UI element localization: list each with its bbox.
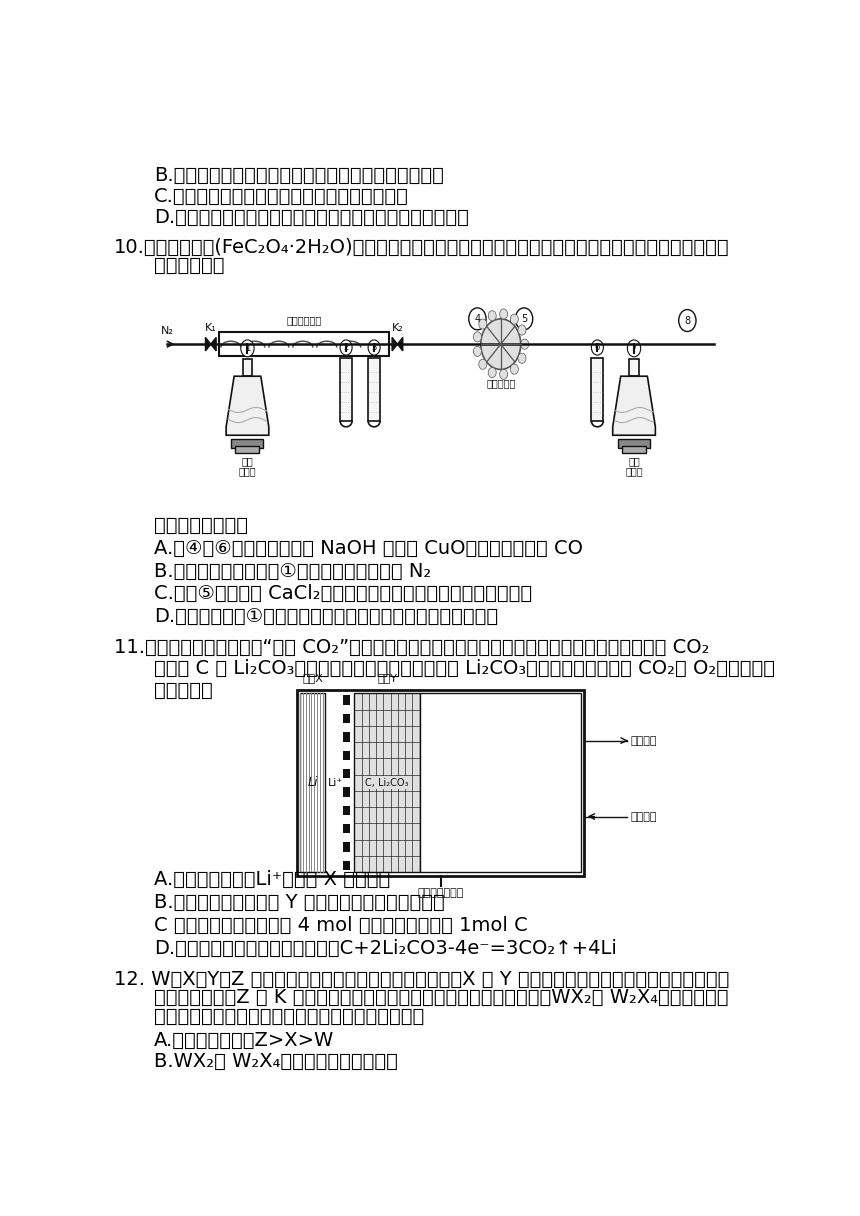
Text: D.实验结束后，①中淡黄色粉末完全变成黑色，则产物一定为鐵: D.实验结束后，①中淡黄色粉末完全变成黑色，则产物一定为鐵 <box>154 607 498 626</box>
Text: B.WX₂和 W₂X₄均能与水发生化合反应: B.WX₂和 W₂X₄均能与水发生化合反应 <box>154 1052 398 1070</box>
Circle shape <box>518 353 526 364</box>
Text: A.该电池放电时，Li⁺向电极 X 方向移动: A.该电池放电时，Li⁺向电极 X 方向移动 <box>154 871 390 889</box>
Bar <box>343 824 350 833</box>
Text: 2: 2 <box>343 343 349 351</box>
Text: C, Li₂CO₃: C, Li₂CO₃ <box>366 778 408 788</box>
Bar <box>618 439 650 447</box>
Text: 5: 5 <box>521 314 527 323</box>
Polygon shape <box>397 337 402 351</box>
Bar <box>630 360 639 376</box>
Text: N₂: N₂ <box>161 326 174 336</box>
Text: 电极Y: 电极Y <box>377 674 397 683</box>
Bar <box>343 750 350 760</box>
Circle shape <box>474 347 482 356</box>
Circle shape <box>488 311 496 321</box>
Circle shape <box>500 309 507 319</box>
Polygon shape <box>211 337 216 351</box>
Text: 中正确的是: 中正确的是 <box>154 681 213 699</box>
Circle shape <box>628 340 641 356</box>
Bar <box>243 360 252 376</box>
Bar <box>231 439 263 447</box>
Text: 1: 1 <box>245 344 250 353</box>
Circle shape <box>518 325 526 336</box>
Bar <box>343 769 350 778</box>
Text: A.若④和⑥中分别盛放足量 NaOH 溶液和 CuO，可检验生成的 CO: A.若④和⑥中分别盛放足量 NaOH 溶液和 CuO，可检验生成的 CO <box>154 539 583 558</box>
Bar <box>236 446 260 454</box>
Bar <box>298 689 584 876</box>
Text: 放电进气: 放电进气 <box>630 811 656 822</box>
Text: 石灰水: 石灰水 <box>239 467 256 477</box>
Text: 的部分产物。: 的部分产物。 <box>154 257 224 275</box>
Circle shape <box>510 314 519 325</box>
Text: B.实验时只需要在装置①中反应结束后再通入 N₂: B.实验时只需要在装置①中反应结束后再通入 N₂ <box>154 562 432 580</box>
Text: 澄清: 澄清 <box>628 456 640 467</box>
Circle shape <box>521 339 529 349</box>
Text: C 该电池放电时，每转移 4 mol 电子，理论上生成 1mol C: C 该电池放电时，每转移 4 mol 电子，理论上生成 1mol C <box>154 916 528 935</box>
Bar <box>622 446 646 454</box>
Text: 草酸亚鐵晶体: 草酸亚鐵晶体 <box>286 316 322 326</box>
Circle shape <box>510 364 519 375</box>
Text: B.该电池充电时，电极 Y 与外接直流电源的负极相连: B.该电池充电时，电极 Y 与外接直流电源的负极相连 <box>154 893 445 912</box>
Text: 12. W、X、Y、Z 是原子序数依次递增的短周期主族元素，X 和 Y 组成的某二元化合物是生产普通玻璃所需: 12. W、X、Y、Z 是原子序数依次递增的短周期主族元素，X 和 Y 组成的某… <box>114 970 729 989</box>
Text: 转化为 C 和 Li₂CO₃，充电时选用合适催化剑，仅使 Li₂CO₃发生氧化反应释放出 CO₂和 O₂。下列说法: 转化为 C 和 Li₂CO₃，充电时选用合适催化剑，仅使 Li₂CO₃发生氧化反… <box>154 659 775 679</box>
Circle shape <box>679 310 696 332</box>
Bar <box>340 358 352 421</box>
Circle shape <box>340 340 352 355</box>
Text: B.薄荷醇和香茅醇一定条件下都能与乙酸发生取代反应: B.薄荷醇和香茅醇一定条件下都能与乙酸发生取代反应 <box>154 165 444 185</box>
Bar <box>354 693 420 872</box>
Bar <box>343 732 350 742</box>
Polygon shape <box>206 337 211 351</box>
Bar <box>368 358 380 421</box>
Text: D.该电池充电时，阳极反应式为：C+2Li₂CO3-4e⁻=3CO₂↑+4Li: D.该电池充电时，阳极反应式为：C+2Li₂CO3-4e⁻=3CO₂↑+4Li <box>154 939 617 958</box>
Bar <box>592 358 604 421</box>
Text: 石灰水: 石灰水 <box>625 467 642 477</box>
Polygon shape <box>226 376 269 435</box>
Text: 下列说法正确的是: 下列说法正确的是 <box>154 516 249 535</box>
Circle shape <box>479 319 487 330</box>
Bar <box>420 693 581 872</box>
Text: 澄清: 澄清 <box>242 456 254 467</box>
Text: 8: 8 <box>685 315 691 326</box>
Bar <box>343 696 350 705</box>
Text: 无水氯化馒: 无水氯化馒 <box>486 378 515 388</box>
Bar <box>343 806 350 815</box>
Circle shape <box>241 340 255 356</box>
Text: Li⁺: Li⁺ <box>328 778 343 788</box>
Circle shape <box>469 308 486 330</box>
Polygon shape <box>392 337 397 351</box>
Text: Li: Li <box>308 776 318 789</box>
Text: K₂: K₂ <box>391 323 403 333</box>
Circle shape <box>488 367 496 378</box>
Circle shape <box>481 319 520 370</box>
Bar <box>343 714 350 724</box>
Text: K₁: K₁ <box>205 323 217 333</box>
Bar <box>219 332 389 356</box>
Text: C.利用酸性高锤酸颉溶液可鉴别薄荷醇和香茅醇: C.利用酸性高锤酸颉溶液可鉴别薄荷醇和香茅醇 <box>154 187 409 206</box>
Text: 电极X: 电极X <box>303 674 323 683</box>
Polygon shape <box>612 376 655 435</box>
Circle shape <box>479 359 487 370</box>
Text: 3: 3 <box>372 343 377 351</box>
Circle shape <box>500 370 507 379</box>
Circle shape <box>592 340 604 355</box>
Circle shape <box>474 332 482 342</box>
Circle shape <box>515 308 532 330</box>
Text: 11.如图是一种利用锂电池“固定 CO₂”的电化学装置，在催化剑的作用下，该电化学装置放电时可将 CO₂: 11.如图是一种利用锂电池“固定 CO₂”的电化学装置，在催化剑的作用下，该电化… <box>114 638 710 658</box>
Text: 充电出气: 充电出气 <box>630 736 656 745</box>
Text: 聚合物电解质膜: 聚合物电解质膜 <box>418 888 464 899</box>
Bar <box>343 861 350 871</box>
Text: 10.草酸亚鐵晶体(FeC₂O₄·2H₂O)是一种淡黄色粉末，某课外小组利用下列装置检验草酸亚鐵晶体受热分解: 10.草酸亚鐵晶体(FeC₂O₄·2H₂O)是一种淡黄色粉末，某课外小组利用下列… <box>114 237 730 257</box>
Text: 4: 4 <box>475 314 481 323</box>
Text: 同，且二者可以互相转换。下列有关说法中正确的是: 同，且二者可以互相转换。下列有关说法中正确的是 <box>154 1007 424 1026</box>
Text: 6: 6 <box>595 343 600 351</box>
Text: C.若将⑤中的无水 CaCl₂换成无水硫酸锂可检验分解生成的水蔯气: C.若将⑤中的无水 CaCl₂换成无水硫酸锂可检验分解生成的水蔯气 <box>154 585 532 603</box>
Text: A.原子半径大小：Z>X>W: A.原子半径大小：Z>X>W <box>154 1031 335 1049</box>
Text: 主要原料之一，Z 的 K 层电子数与最外层电子数之和等于次外层电子数，WX₂和 W₂X₄中的化合价相: 主要原料之一，Z 的 K 层电子数与最外层电子数之和等于次外层电子数，WX₂和 … <box>154 989 728 1007</box>
Circle shape <box>368 340 380 355</box>
Text: 7: 7 <box>631 344 636 353</box>
Text: D.等质量的香茅醇和薄荷醇完全燃烧，薄荷醇消耗的氧气多: D.等质量的香茅醇和薄荷醇完全燃烧，薄荷醇消耗的氧气多 <box>154 208 469 227</box>
Bar <box>343 787 350 796</box>
Bar <box>300 693 325 872</box>
Bar <box>343 843 350 851</box>
